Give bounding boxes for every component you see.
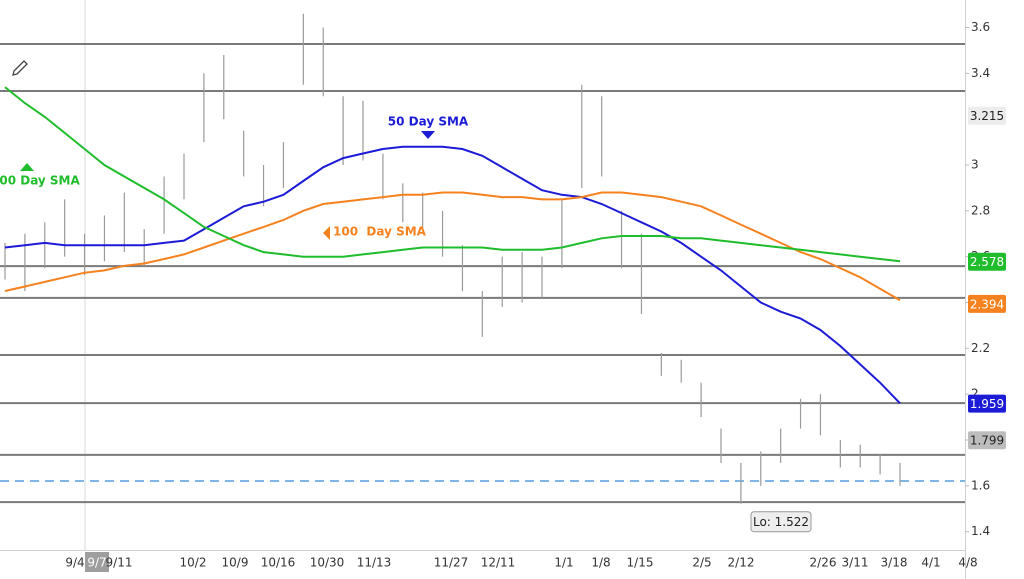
x-tick-label: 11/27	[434, 556, 469, 570]
sma-line	[4, 145, 901, 404]
x-tick-label: 2/12	[728, 556, 755, 570]
price-badge-label: 1.959	[970, 397, 1004, 411]
sma-marker	[20, 163, 34, 171]
sma-label: 50 Day SMA	[388, 115, 469, 129]
x-tick-label: 10/30	[310, 556, 345, 570]
sma-label: 100 Day SMA	[333, 225, 427, 239]
y-tick-label: 2	[971, 387, 979, 401]
x-tick-label: 1/1	[554, 556, 573, 570]
x-tick-label: 1/15	[627, 556, 654, 570]
x-tick-label: 3/11	[842, 556, 869, 570]
x-tick-label: 10/16	[261, 556, 296, 570]
sma-marker	[421, 131, 435, 139]
price-badge	[968, 294, 1006, 313]
low-label-box	[750, 511, 812, 533]
y-tick-label: 1.6	[971, 478, 990, 492]
sma-line	[4, 191, 901, 302]
low-label: Lo: 1.522	[753, 515, 809, 529]
sma-label: 200 Day SMA	[0, 174, 81, 188]
x-tick-label: 2/26	[810, 556, 837, 570]
x-tick-label: 9/11	[106, 556, 133, 570]
price-badge-label: 2.394	[970, 297, 1004, 311]
price-badge	[968, 394, 1006, 413]
x-tick-label: 11/13	[357, 556, 392, 570]
x-tick-label: 4/1	[921, 556, 940, 570]
plot-area: 50 Day SMA 100 Day SMA 200 Day SMA	[0, 13, 965, 504]
x-tick-label: 4/8	[958, 556, 977, 570]
y-tick-label: 2.8	[971, 203, 990, 217]
price-badge-label: 1.799	[970, 434, 1004, 448]
x-tick-label: 2/5	[692, 556, 711, 570]
price-badge-label: 3.215	[970, 109, 1004, 123]
sma-marker	[323, 226, 330, 240]
x-tick-label: 1/8	[591, 556, 610, 570]
y-tick-label: 2.2	[971, 341, 990, 355]
x-highlight	[85, 552, 109, 572]
x-tick-label: 3/18	[881, 556, 908, 570]
x-tick-label: 12/11	[481, 556, 516, 570]
pencil-icon[interactable]	[12, 60, 28, 76]
price-badge	[968, 106, 1006, 125]
y-tick-label: 3	[971, 158, 979, 172]
x-tick-label: 9/4	[65, 556, 84, 570]
y-tick-label: 3.4	[971, 66, 990, 80]
y-tick-label: 1.4	[971, 524, 990, 538]
sma-line	[4, 86, 901, 263]
x-tick-label: 10/9	[222, 556, 249, 570]
price-badge	[968, 431, 1006, 450]
x-tick-label: 9/7	[87, 556, 106, 570]
price-badge-label: 2.578	[970, 255, 1004, 269]
y-tick-label: 3.6	[971, 20, 990, 34]
x-tick-label: 10/2	[180, 556, 207, 570]
price-badge	[968, 252, 1006, 271]
